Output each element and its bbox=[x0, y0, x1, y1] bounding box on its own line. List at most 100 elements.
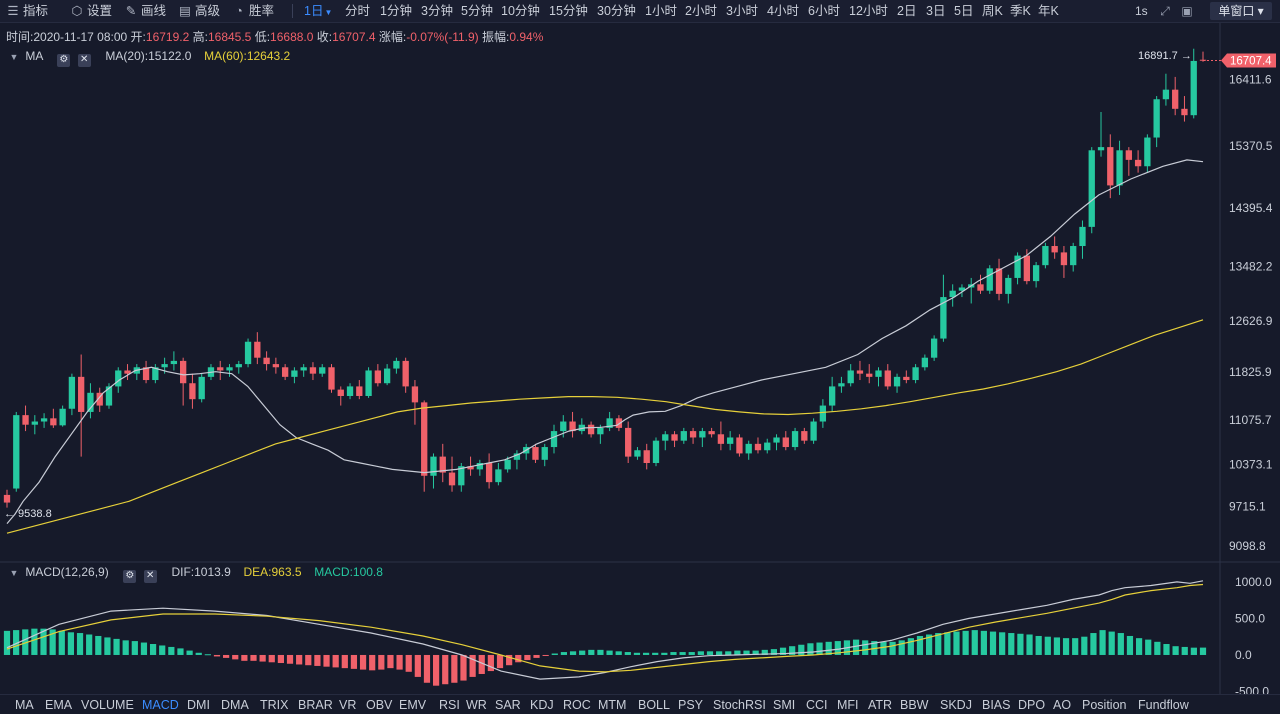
timeframe-option[interactable]: 10分钟 bbox=[501, 2, 540, 20]
toolbar-tool-label: 高级 bbox=[195, 4, 221, 18]
indicator-tab-volume[interactable]: VOLUME bbox=[81, 698, 134, 712]
candle-body bbox=[170, 360, 178, 365]
toolbar-win-rate-button[interactable]: ◔ 胜率 bbox=[232, 2, 274, 20]
timeframe-option[interactable]: 3分钟 bbox=[421, 2, 453, 20]
candle bbox=[1060, 246, 1068, 278]
timeframe-option[interactable]: 12小时 bbox=[849, 2, 888, 20]
indicator-tab-emv[interactable]: EMV bbox=[399, 698, 427, 712]
indicator-tab-macd[interactable]: MACD bbox=[142, 698, 179, 712]
screenshot-icon[interactable]: ▣ bbox=[1181, 4, 1193, 18]
timeframe-option[interactable]: 季K bbox=[1010, 2, 1031, 20]
collapse-chevron-icon[interactable]: ▼ bbox=[9, 52, 19, 62]
indicator-tab-vr[interactable]: VR bbox=[339, 698, 357, 712]
timeframe-label: 10分钟 bbox=[501, 4, 540, 18]
indicator-tab-wr[interactable]: WR bbox=[466, 698, 487, 712]
indicator-close-icon[interactable]: ✕ bbox=[77, 54, 91, 67]
timeframe-option[interactable]: 2日 bbox=[897, 2, 916, 20]
toolbar-advanced-button[interactable]: ▤ 高级 bbox=[178, 2, 220, 20]
indicator-tab-roc[interactable]: ROC bbox=[563, 698, 591, 712]
toolbar-settings-button[interactable]: ⬡ 设置 bbox=[70, 2, 112, 20]
macd-histogram-bar bbox=[1181, 646, 1188, 655]
candle bbox=[235, 360, 242, 374]
macd-histogram-bar bbox=[1081, 636, 1088, 655]
ohlc-readout: 时间:2020-11-17 08:00 开:16719.2 高:16845.5 … bbox=[6, 29, 543, 45]
candle-body bbox=[244, 341, 252, 365]
indicator-tab-ma[interactable]: MA bbox=[15, 698, 34, 712]
indicator-tab-dma[interactable]: DMA bbox=[221, 698, 249, 712]
indicator-tab-kdj[interactable]: KDJ bbox=[530, 698, 554, 712]
indicator-tab-boll[interactable]: BOLL bbox=[638, 698, 670, 712]
candle-body bbox=[337, 389, 344, 396]
indicator-tab-ema[interactable]: EMA bbox=[45, 698, 73, 712]
timeframe-option[interactable]: 周K bbox=[982, 2, 1003, 20]
timeframe-option[interactable]: 3小时 bbox=[726, 2, 758, 20]
candle bbox=[309, 362, 317, 381]
candle bbox=[393, 357, 400, 374]
candle-body bbox=[365, 370, 372, 396]
indicator-tab-ao[interactable]: AO bbox=[1053, 698, 1072, 712]
indicator-close-icon[interactable]: ✕ bbox=[143, 570, 157, 583]
candle-body bbox=[346, 386, 354, 396]
indicator-tab-position[interactable]: Position bbox=[1082, 698, 1127, 712]
indicator-tab-rsi[interactable]: RSI bbox=[439, 698, 460, 712]
timeframe-option[interactable]: 3日 bbox=[926, 2, 945, 20]
collapse-chevron-icon[interactable]: ▼ bbox=[9, 568, 19, 578]
candle bbox=[1051, 236, 1058, 259]
timeframe-option[interactable]: 1日▼ bbox=[304, 2, 332, 20]
candle-body bbox=[671, 434, 678, 441]
timeframe-option[interactable]: 5日 bbox=[954, 2, 973, 20]
candle bbox=[1005, 274, 1012, 304]
indicator-tab-dpo[interactable]: DPO bbox=[1018, 698, 1046, 712]
candle-body bbox=[652, 440, 660, 463]
indicator-tab-brar[interactable]: BRAR bbox=[298, 698, 333, 712]
timeframe-option[interactable]: 1小时 bbox=[645, 2, 677, 20]
macd-histogram-bar bbox=[743, 650, 750, 655]
timeframe-option[interactable]: 1分钟 bbox=[380, 2, 412, 20]
indicator-tab-mfi[interactable]: MFI bbox=[837, 698, 859, 712]
indicator-tab-trix[interactable]: TRIX bbox=[260, 698, 289, 712]
interval-selector[interactable]: 1s bbox=[1135, 4, 1148, 18]
toolbar-draw-line-button[interactable]: ✎ 画线 bbox=[124, 2, 166, 20]
timeframe-label: 15分钟 bbox=[549, 4, 588, 18]
macd-histogram-bar bbox=[1008, 633, 1015, 655]
indicator-tab-smi[interactable]: SMI bbox=[773, 698, 796, 712]
indicator-tab-dmi[interactable]: DMI bbox=[187, 698, 210, 712]
window-mode-button[interactable]: 单窗口 ▾ bbox=[1210, 2, 1272, 20]
candle bbox=[1097, 112, 1105, 157]
indicator-tab-skdj[interactable]: SKDJ bbox=[940, 698, 972, 712]
macd-histogram-bar bbox=[341, 654, 348, 669]
macd-histogram-bar bbox=[542, 654, 549, 656]
macd-histogram-bar bbox=[104, 637, 111, 655]
toolbar-indicator-button[interactable]: ☰ 指标 bbox=[6, 2, 48, 20]
timeframe-option[interactable]: 年K bbox=[1038, 2, 1059, 20]
timeframe-option[interactable]: 15分钟 bbox=[549, 2, 588, 20]
low-value: 16688.0 bbox=[270, 30, 314, 44]
candle bbox=[142, 360, 150, 384]
expand-icon[interactable]: ⤢ bbox=[1160, 4, 1170, 18]
macd-histogram-bar bbox=[679, 652, 686, 655]
timeframe-option[interactable]: 2小时 bbox=[685, 2, 717, 20]
indicator-tab-obv[interactable]: OBV bbox=[366, 698, 393, 712]
candle-body bbox=[374, 370, 382, 384]
timeframe-option[interactable]: 30分钟 bbox=[597, 2, 636, 20]
indicator-tab-stochrsi[interactable]: StochRSI bbox=[713, 698, 766, 712]
indicator-tab-bias[interactable]: BIAS bbox=[982, 698, 1011, 712]
timeframe-option[interactable]: 6小时 bbox=[808, 2, 840, 20]
indicator-settings-icon[interactable]: ⚙ bbox=[57, 54, 71, 67]
candle-body bbox=[921, 357, 929, 368]
candle bbox=[22, 405, 29, 432]
indicator-tab-mtm[interactable]: MTM bbox=[598, 698, 627, 712]
indicator-tab-atr[interactable]: ATR bbox=[868, 698, 893, 712]
timeframe-option[interactable]: 分时 bbox=[345, 2, 370, 20]
timeframe-option[interactable]: 5分钟 bbox=[461, 2, 493, 20]
indicator-tab-cci[interactable]: CCI bbox=[806, 698, 828, 712]
macd-histogram-bar bbox=[359, 654, 367, 670]
indicator-tab-sar[interactable]: SAR bbox=[495, 698, 521, 712]
indicator-settings-icon[interactable]: ⚙ bbox=[123, 570, 137, 583]
indicator-tab-fundflow[interactable]: Fundflow bbox=[1138, 698, 1189, 712]
indicator-tab-psy[interactable]: PSY bbox=[678, 698, 704, 712]
indicator-tab-bbw[interactable]: BBW bbox=[900, 698, 929, 712]
candle bbox=[337, 386, 344, 406]
timeframe-option[interactable]: 4小时 bbox=[767, 2, 799, 20]
